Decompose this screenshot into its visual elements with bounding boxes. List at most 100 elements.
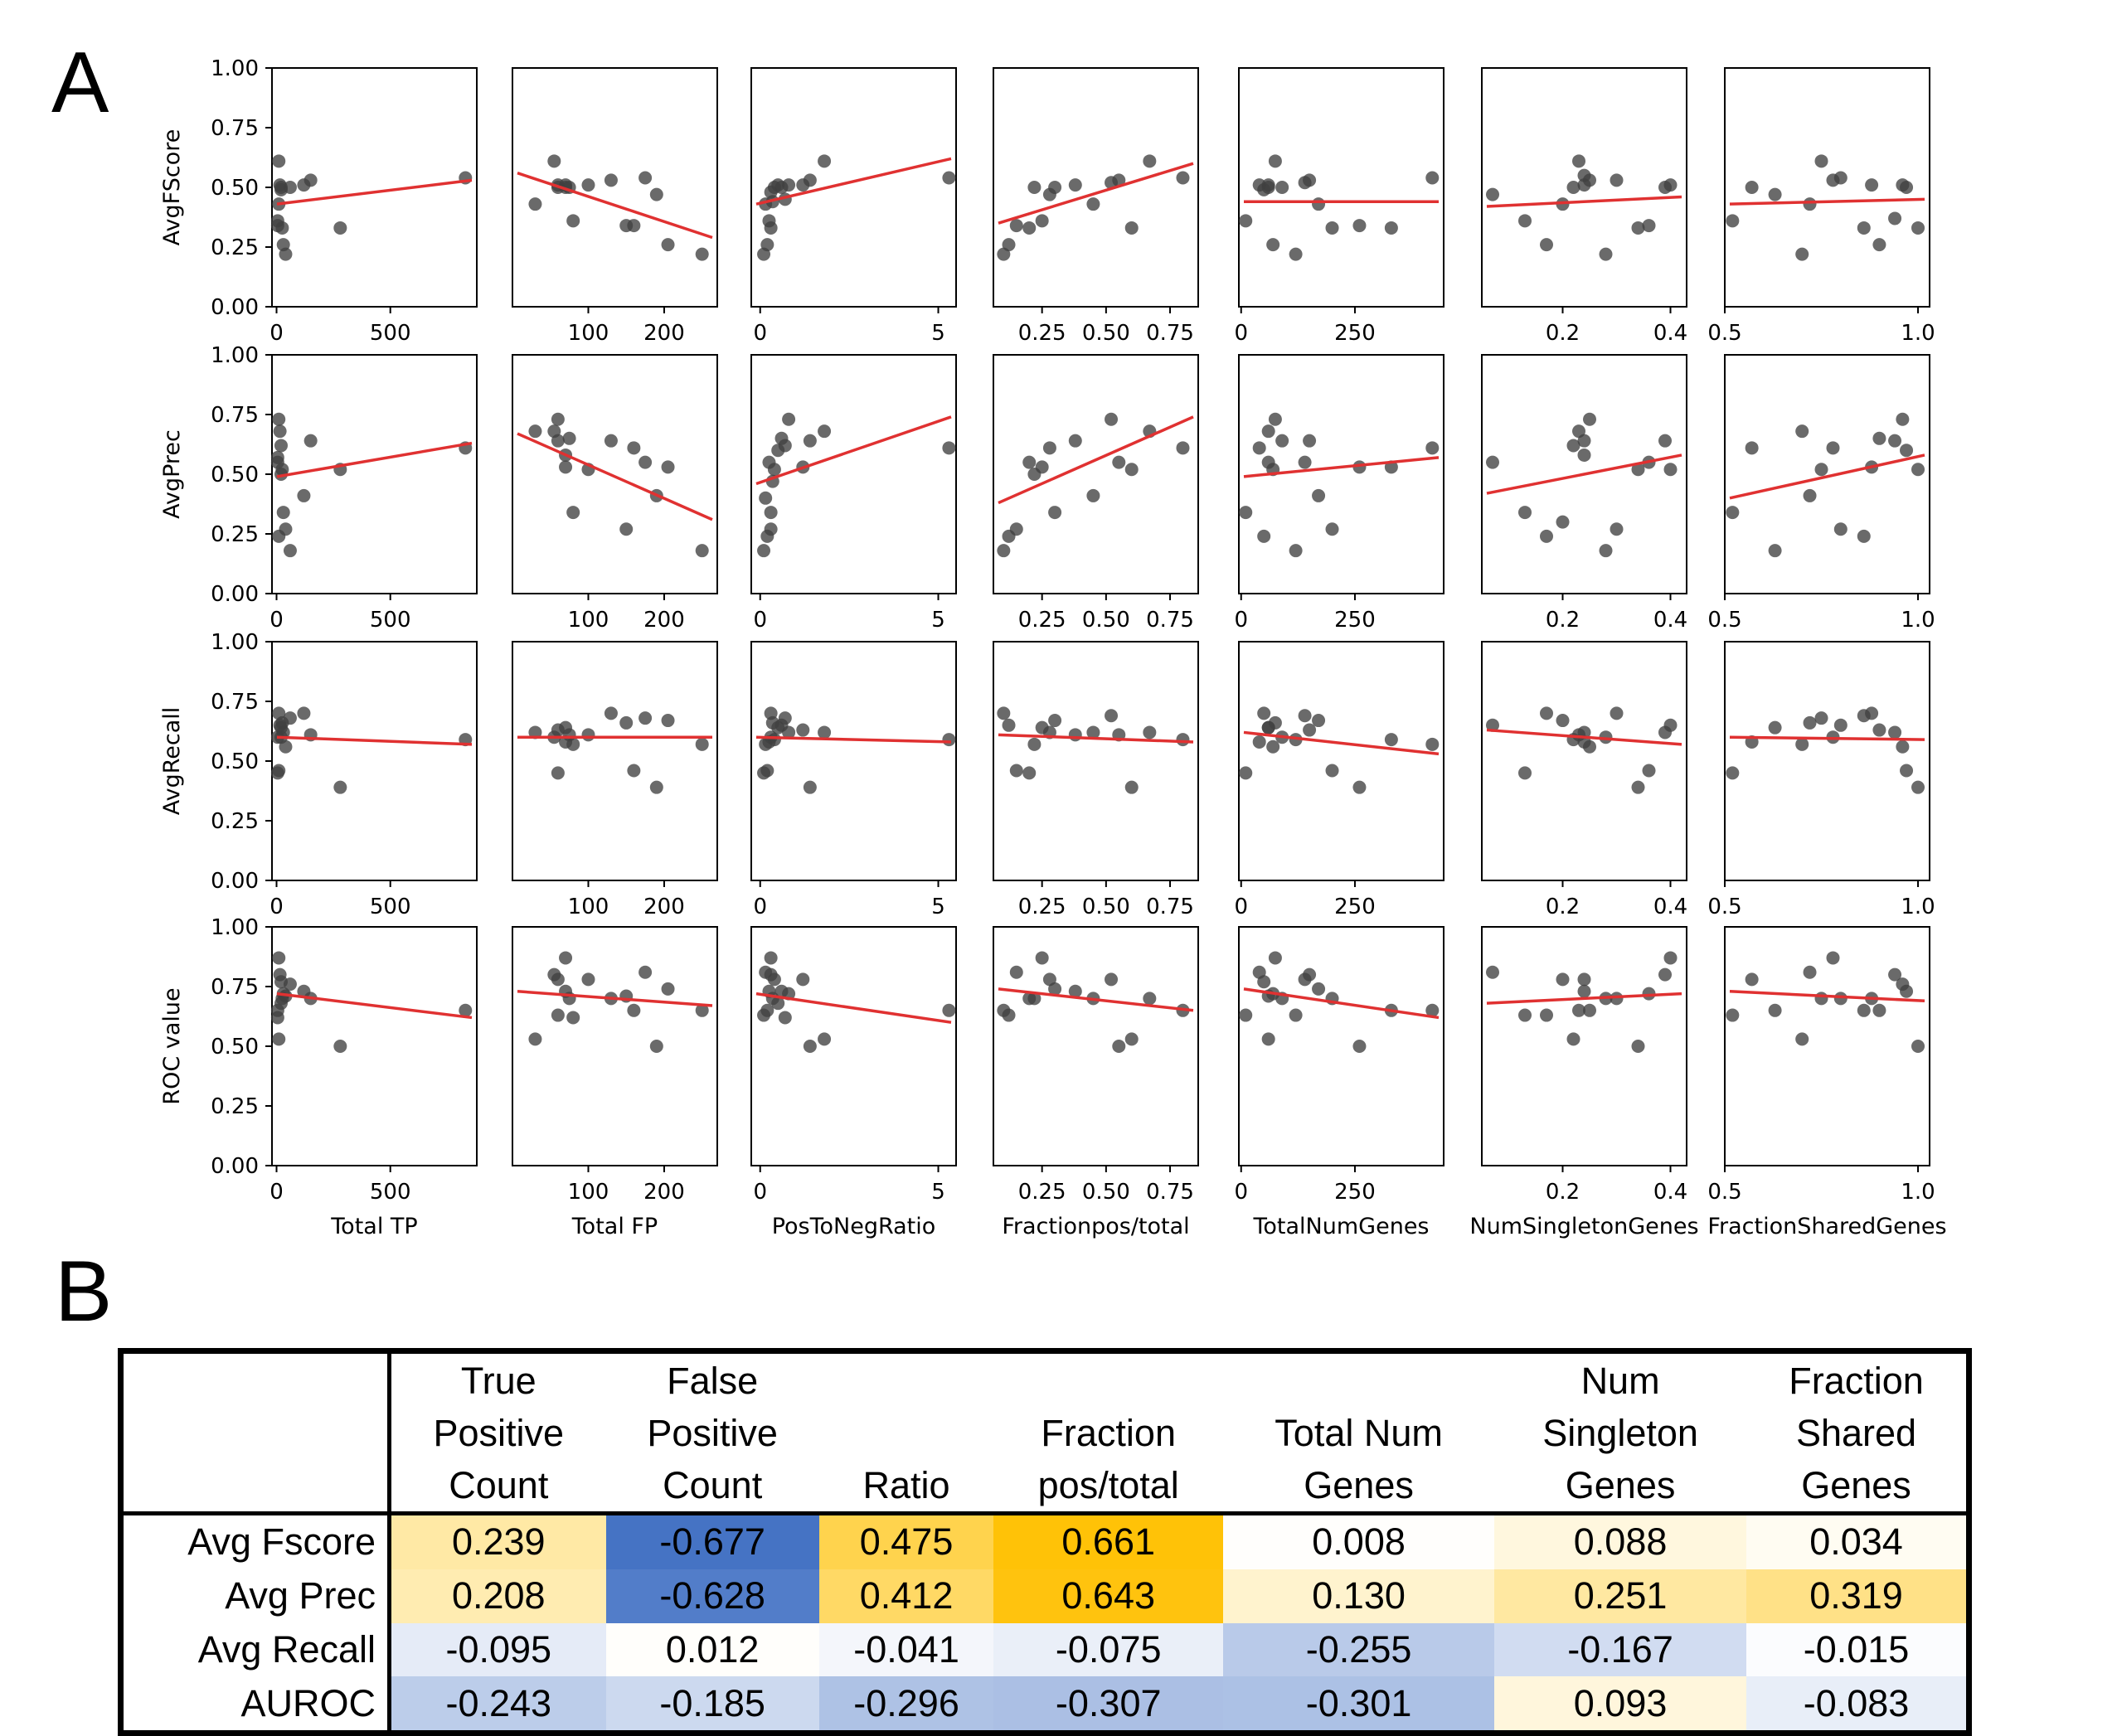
data-point — [1143, 992, 1157, 1006]
data-point — [1833, 522, 1848, 536]
data-point — [695, 247, 709, 261]
table-cell: -0.628 — [605, 1569, 819, 1623]
data-point — [551, 972, 565, 987]
fit-line — [998, 162, 1194, 225]
data-point — [661, 460, 675, 474]
data-point — [1577, 984, 1591, 998]
x-tick-label: 0.75 — [1146, 1180, 1194, 1205]
data-point — [1068, 984, 1082, 998]
table-cell: -0.015 — [1746, 1622, 1966, 1677]
data-point — [1911, 1040, 1925, 1053]
data-point — [1566, 1032, 1580, 1046]
column-header: Ratio — [862, 1464, 950, 1506]
data-point — [1814, 154, 1828, 168]
plot-frame — [271, 354, 478, 594]
panel-label-b: B — [55, 1244, 113, 1340]
fit-line — [276, 441, 473, 478]
data-point — [1642, 764, 1656, 778]
data-point — [1642, 219, 1656, 233]
data-point — [695, 544, 709, 558]
plot-frame — [1724, 67, 1930, 308]
data-point — [1105, 412, 1119, 426]
plot-frame — [1724, 641, 1930, 881]
data-point — [1303, 723, 1317, 737]
x-tick-label: 0 — [1234, 1180, 1248, 1205]
data-point — [1826, 951, 1840, 965]
data-point — [1261, 424, 1275, 439]
data-point — [1124, 1032, 1139, 1046]
data-point — [1266, 238, 1280, 252]
table-row: Avg Recall -0.095 0.012 -0.041 -0.075 -0… — [124, 1622, 1966, 1677]
plot-frame — [1481, 641, 1687, 881]
x-tick-label: 1.0 — [1901, 608, 1935, 633]
x-tick-label: 200 — [643, 608, 685, 633]
data-point — [1745, 441, 1759, 455]
x-tick-label: 0.75 — [1146, 895, 1194, 919]
fit-line — [755, 415, 952, 486]
data-point — [1261, 455, 1275, 469]
table-cell: -0.083 — [1746, 1676, 1966, 1730]
data-point — [1872, 431, 1886, 445]
data-point — [1872, 723, 1886, 737]
data-point — [803, 780, 817, 794]
data-point — [1068, 434, 1082, 448]
data-point — [1112, 455, 1126, 469]
data-point — [1631, 463, 1645, 477]
data-point — [778, 439, 792, 453]
row-label: Avg Prec — [124, 1569, 391, 1623]
data-point — [1726, 1008, 1740, 1022]
data-point — [638, 455, 653, 469]
data-point — [528, 1032, 542, 1046]
plot-frame — [750, 641, 957, 881]
data-point — [562, 431, 576, 445]
data-point — [619, 522, 634, 536]
column-header: True Positive Count — [433, 1360, 565, 1506]
row-label: Avg Fscore — [124, 1513, 391, 1569]
data-point — [1663, 463, 1678, 477]
data-point — [762, 455, 776, 469]
data-point — [1239, 766, 1253, 780]
data-point — [767, 972, 781, 987]
data-point — [1325, 221, 1339, 235]
table-cell: -0.301 — [1223, 1676, 1495, 1730]
column-header: Total Num Genes — [1275, 1412, 1443, 1506]
x-tick-label: 200 — [643, 895, 685, 919]
data-point — [272, 412, 286, 426]
table-cell: -0.255 — [1223, 1622, 1495, 1677]
data-point — [270, 450, 284, 464]
data-point — [1663, 178, 1678, 192]
data-point — [1583, 1003, 1596, 1017]
data-point — [1857, 221, 1871, 235]
data-point — [1888, 434, 1902, 448]
data-point — [1911, 221, 1925, 235]
data-point — [1086, 488, 1100, 502]
data-point — [1857, 1003, 1871, 1017]
table-cell: -0.075 — [993, 1622, 1224, 1677]
column-header: False Positive Count — [647, 1360, 778, 1506]
data-point — [1261, 720, 1275, 735]
data-point — [1048, 181, 1062, 194]
data-point — [279, 739, 293, 754]
fit-line — [1486, 728, 1682, 746]
data-point — [764, 522, 778, 536]
data-point — [1384, 733, 1398, 747]
fit-line — [998, 733, 1194, 744]
x-tick-label: 500 — [370, 1180, 411, 1205]
x-tick-label: 1.0 — [1901, 321, 1935, 346]
x-tick-label: 0 — [269, 321, 284, 346]
y-tick-label: 1.00 — [211, 343, 259, 368]
data-point — [1009, 219, 1023, 233]
fit-line — [1729, 735, 1925, 741]
data-point — [1027, 468, 1042, 481]
plot-frame — [993, 926, 1199, 1166]
data-point — [1289, 1008, 1303, 1022]
y-tick-label: 0.00 — [211, 295, 259, 320]
data-point — [1826, 441, 1840, 455]
table-cell: -0.041 — [818, 1622, 994, 1677]
fit-line — [1486, 453, 1682, 495]
data-point — [274, 720, 288, 735]
data-point — [782, 725, 796, 739]
plot-frame — [271, 926, 478, 1166]
data-point — [272, 154, 286, 168]
table-row: Avg Prec 0.208 -0.628 0.412 0.643 0.130 … — [124, 1569, 1966, 1623]
